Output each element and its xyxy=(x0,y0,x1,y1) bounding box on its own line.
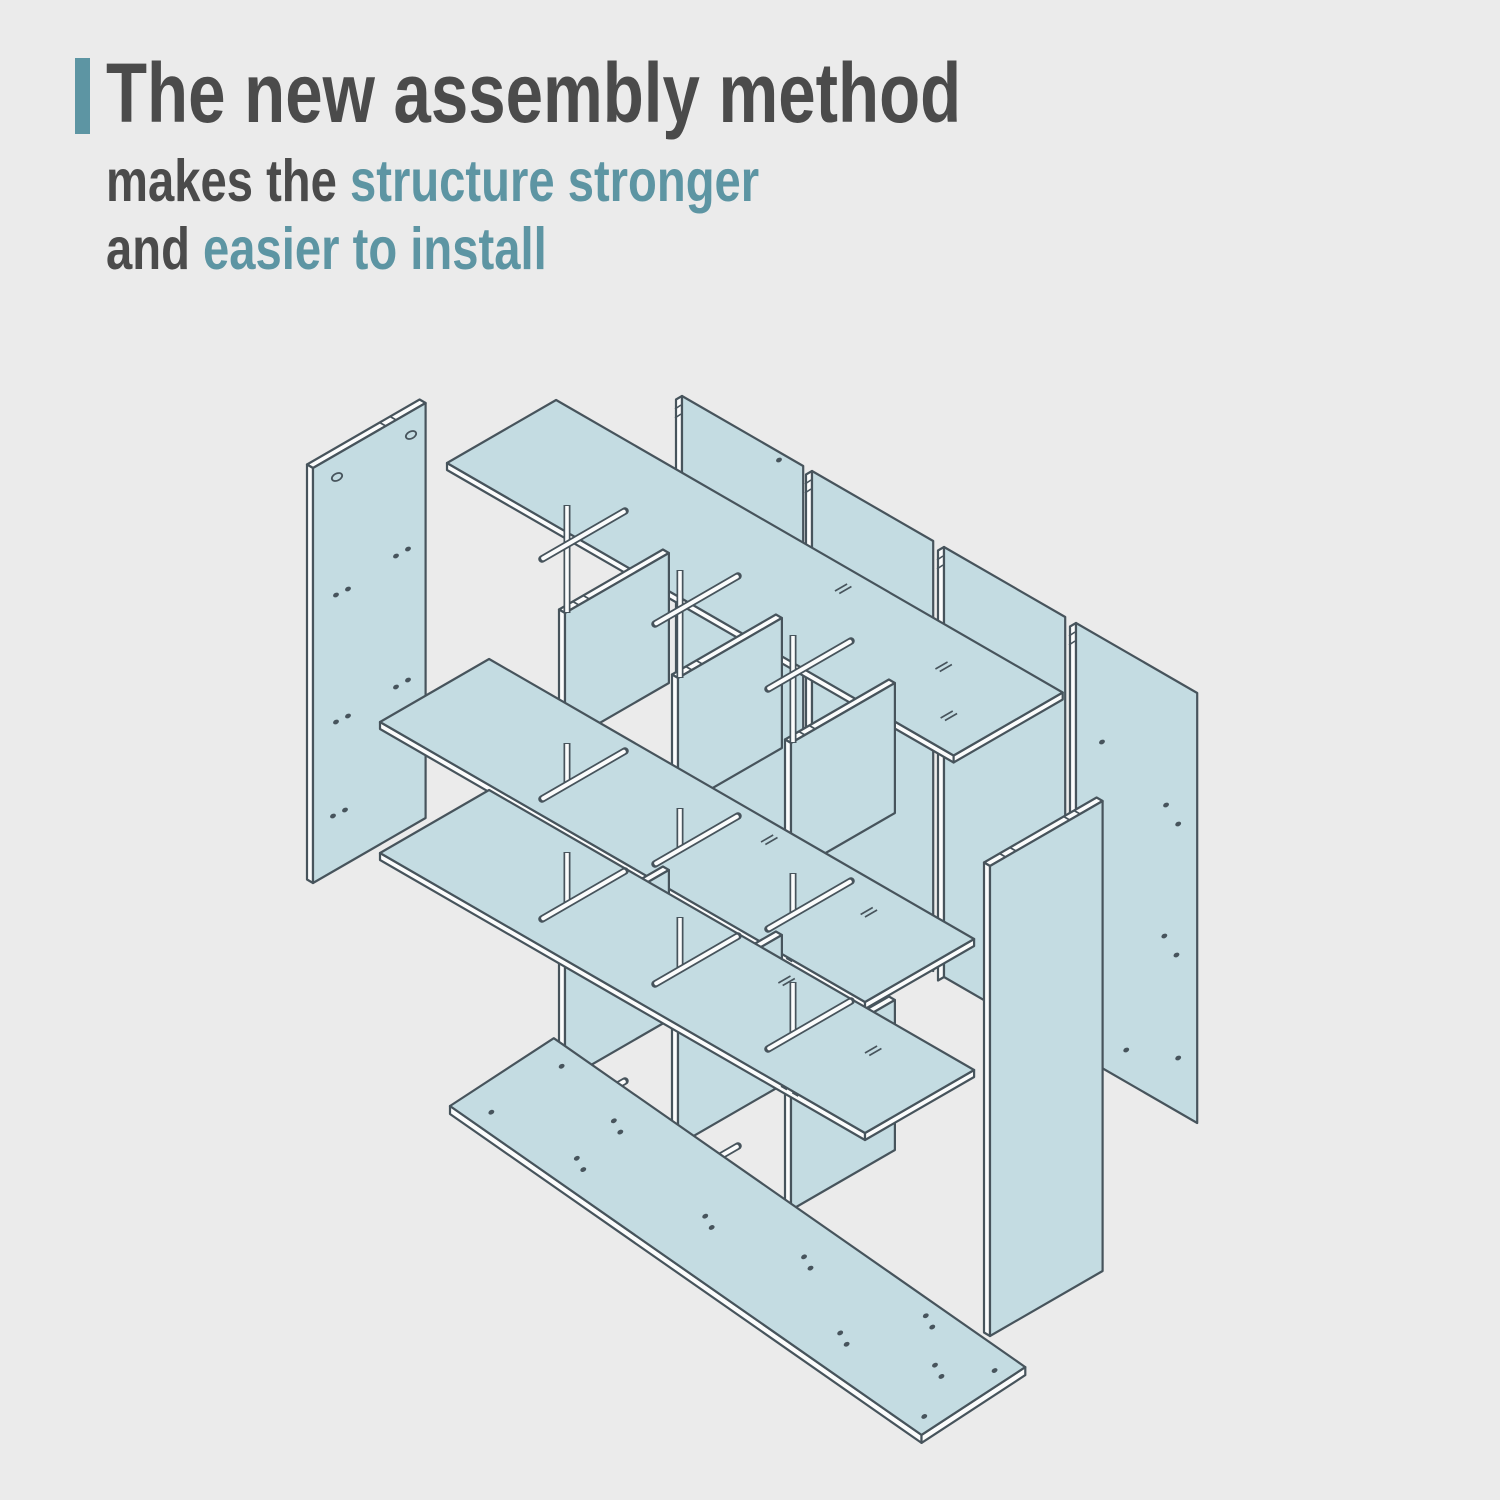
slot-tab xyxy=(764,873,855,933)
slot-tab xyxy=(651,808,742,868)
left-side-panel xyxy=(305,398,427,885)
slot-tab xyxy=(651,570,742,678)
bottom-panel xyxy=(448,1037,1027,1444)
slot-tab xyxy=(538,505,629,613)
cube-divider-a1 xyxy=(557,548,670,745)
cube-divider-a3 xyxy=(783,678,896,875)
line2-prefix: makes the xyxy=(106,148,350,214)
right-side-panel xyxy=(982,796,1104,1338)
line2-highlight: structure stronger xyxy=(350,148,760,214)
slot-tab xyxy=(538,852,629,923)
headline-block: The new assembly method makes the struct… xyxy=(75,48,1175,282)
accent-bar xyxy=(75,58,90,134)
cube-divider-a2 xyxy=(670,613,783,810)
title-lines: The new assembly method makes the struct… xyxy=(106,48,1175,282)
slot-tab xyxy=(538,743,629,803)
line3-prefix: and xyxy=(106,216,204,282)
line3-highlight: easier to install xyxy=(203,216,547,282)
slot-tab xyxy=(764,982,855,1053)
headline-line-2: makes the structure stronger xyxy=(106,148,961,214)
slot-tab xyxy=(651,917,742,988)
headline-line-1: The new assembly method xyxy=(106,46,962,140)
headline-line-3: and easier to install xyxy=(106,216,961,282)
slot-tab xyxy=(764,635,855,743)
